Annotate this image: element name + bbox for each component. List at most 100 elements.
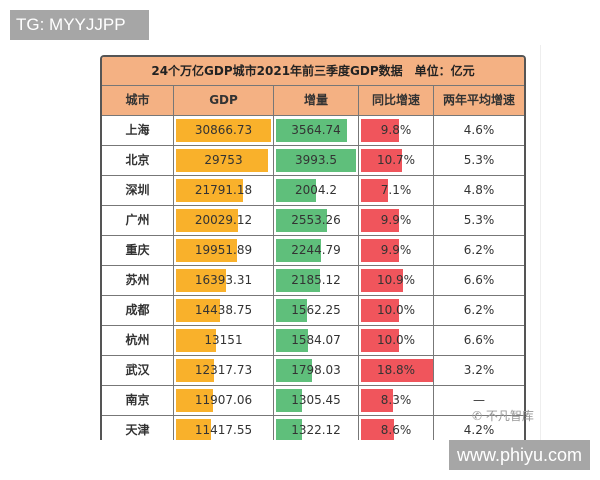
two-year-growth-value: 6.6%: [463, 333, 495, 347]
site-watermark: www.phiyu.com: [449, 440, 590, 470]
cell-city: 武汉: [102, 356, 174, 385]
growth-value: 9.9%: [380, 243, 412, 257]
two-year-growth-value: 4.2%: [463, 423, 495, 437]
city-value: 苏州: [125, 273, 150, 287]
increase-bar: [276, 359, 313, 382]
city-value: 深圳: [125, 183, 150, 197]
growth-bar: [361, 359, 433, 382]
growth-bar: [361, 209, 399, 232]
increase-bar: [276, 149, 356, 172]
increase-bar: [276, 179, 317, 202]
city-value: 上海: [125, 123, 150, 137]
cell-gdp: 11907.06: [174, 386, 274, 415]
gdp-value: 11907.06: [194, 393, 253, 407]
increase-bar: [276, 269, 320, 292]
cell-two-year-growth: 6.6%: [434, 326, 524, 355]
growth-value: 10.9%: [376, 273, 416, 287]
gdp-bar: [176, 389, 213, 412]
increase-value: 2185.12: [291, 273, 341, 287]
header-gdp: GDP: [174, 86, 274, 115]
gdp-bar: [176, 209, 238, 232]
city-value: 南京: [125, 393, 150, 407]
increase-bar: [276, 329, 308, 352]
gdp-value: 13151: [204, 333, 243, 347]
table-row: 北京 29753 3993.5 10.7% 5.3%: [102, 146, 524, 176]
cell-two-year-growth: 5.3%: [434, 206, 524, 235]
cell-growth: 9.9%: [359, 236, 434, 265]
growth-value: 8.6%: [380, 423, 412, 437]
city-value: 武汉: [125, 363, 150, 377]
cell-increase: 1305.45: [274, 386, 359, 415]
two-year-growth-value: 6.2%: [463, 303, 495, 317]
gdp-bar: [176, 359, 214, 382]
cell-city: 南京: [102, 386, 174, 415]
cell-city: 苏州: [102, 266, 174, 295]
increase-value: 2004.2: [295, 183, 337, 197]
growth-bar: [361, 179, 389, 202]
gdp-bar: [176, 299, 221, 322]
cell-increase: 1562.25: [274, 296, 359, 325]
gdp-value: 11417.55: [194, 423, 253, 437]
header-growth: 同比增速: [359, 86, 434, 115]
table-row: 苏州 16393.31 2185.12 10.9% 6.6%: [102, 266, 524, 296]
cell-city: 杭州: [102, 326, 174, 355]
cell-gdp: 19951.89: [174, 236, 274, 265]
growth-value: 10.0%: [376, 303, 416, 317]
table-row: 武汉 12317.73 1798.03 18.8% 3.2%: [102, 356, 524, 386]
table-row: 天津 11417.55 1322.12 8.6% 4.2%: [102, 416, 524, 440]
cell-city: 成都: [102, 296, 174, 325]
table-row: 杭州 13151 1584.07 10.0% 6.6%: [102, 326, 524, 356]
cell-city: 重庆: [102, 236, 174, 265]
growth-bar: [361, 389, 393, 412]
header-two-year-growth: 两年平均增速: [442, 93, 515, 107]
cell-increase: 1322.12: [274, 416, 359, 440]
growth-bar: [361, 119, 399, 142]
growth-value: 9.9%: [380, 213, 412, 227]
city-value: 杭州: [125, 333, 150, 347]
gdp-value: 19951.89: [194, 243, 253, 257]
growth-value: 18.8%: [376, 363, 416, 377]
increase-bar: [276, 209, 328, 232]
table-row: 广州 20029.12 2553.26 9.9% 5.3%: [102, 206, 524, 236]
growth-bar: [361, 419, 394, 440]
increase-value: 1584.07: [291, 333, 341, 347]
table-title: 24个万亿GDP城市2021年前三季度GDP数据 单位：亿元: [102, 57, 524, 86]
cell-two-year-growth: 6.2%: [434, 296, 524, 325]
cell-gdp: 13151: [174, 326, 274, 355]
increase-value: 2553.26: [291, 213, 341, 227]
increase-value: 1322.12: [291, 423, 341, 437]
growth-value: 8.3%: [380, 393, 412, 407]
cell-growth: 10.0%: [359, 296, 434, 325]
cell-city: 北京: [102, 146, 174, 175]
gdp-value: 21791.18: [194, 183, 253, 197]
cell-city: 天津: [102, 416, 174, 440]
increase-value: 1798.03: [291, 363, 341, 377]
cell-increase: 2553.26: [274, 206, 359, 235]
cell-growth: 10.9%: [359, 266, 434, 295]
cell-growth: 7.1%: [359, 176, 434, 205]
cell-gdp: 29753: [174, 146, 274, 175]
cell-growth: 18.8%: [359, 356, 434, 385]
wechat-watermark-text: 不凡智库: [485, 409, 534, 423]
table-row: 上海 30866.73 3564.74 9.8% 4.6%: [102, 116, 524, 146]
increase-value: 2244.79: [291, 243, 341, 257]
cell-city: 广州: [102, 206, 174, 235]
growth-bar: [361, 329, 400, 352]
cell-increase: 1584.07: [274, 326, 359, 355]
cell-gdp: 30866.73: [174, 116, 274, 145]
cell-gdp: 21791.18: [174, 176, 274, 205]
table-row: 成都 14438.75 1562.25 10.0% 6.2%: [102, 296, 524, 326]
cell-growth: 9.8%: [359, 116, 434, 145]
header-city: 城市: [102, 86, 174, 115]
cell-city: 深圳: [102, 176, 174, 205]
gdp-bar: [176, 329, 217, 352]
wechat-watermark: ✆ 不凡智库: [472, 409, 534, 423]
cell-gdp: 12317.73: [174, 356, 274, 385]
two-year-growth-value: 3.2%: [463, 363, 495, 377]
header-increase: 增量: [274, 86, 359, 115]
increase-value: 1562.25: [291, 303, 341, 317]
growth-value: 10.7%: [376, 153, 416, 167]
growth-value: 10.0%: [376, 333, 416, 347]
cell-growth: 9.9%: [359, 206, 434, 235]
two-year-growth-value: 5.3%: [463, 153, 495, 167]
